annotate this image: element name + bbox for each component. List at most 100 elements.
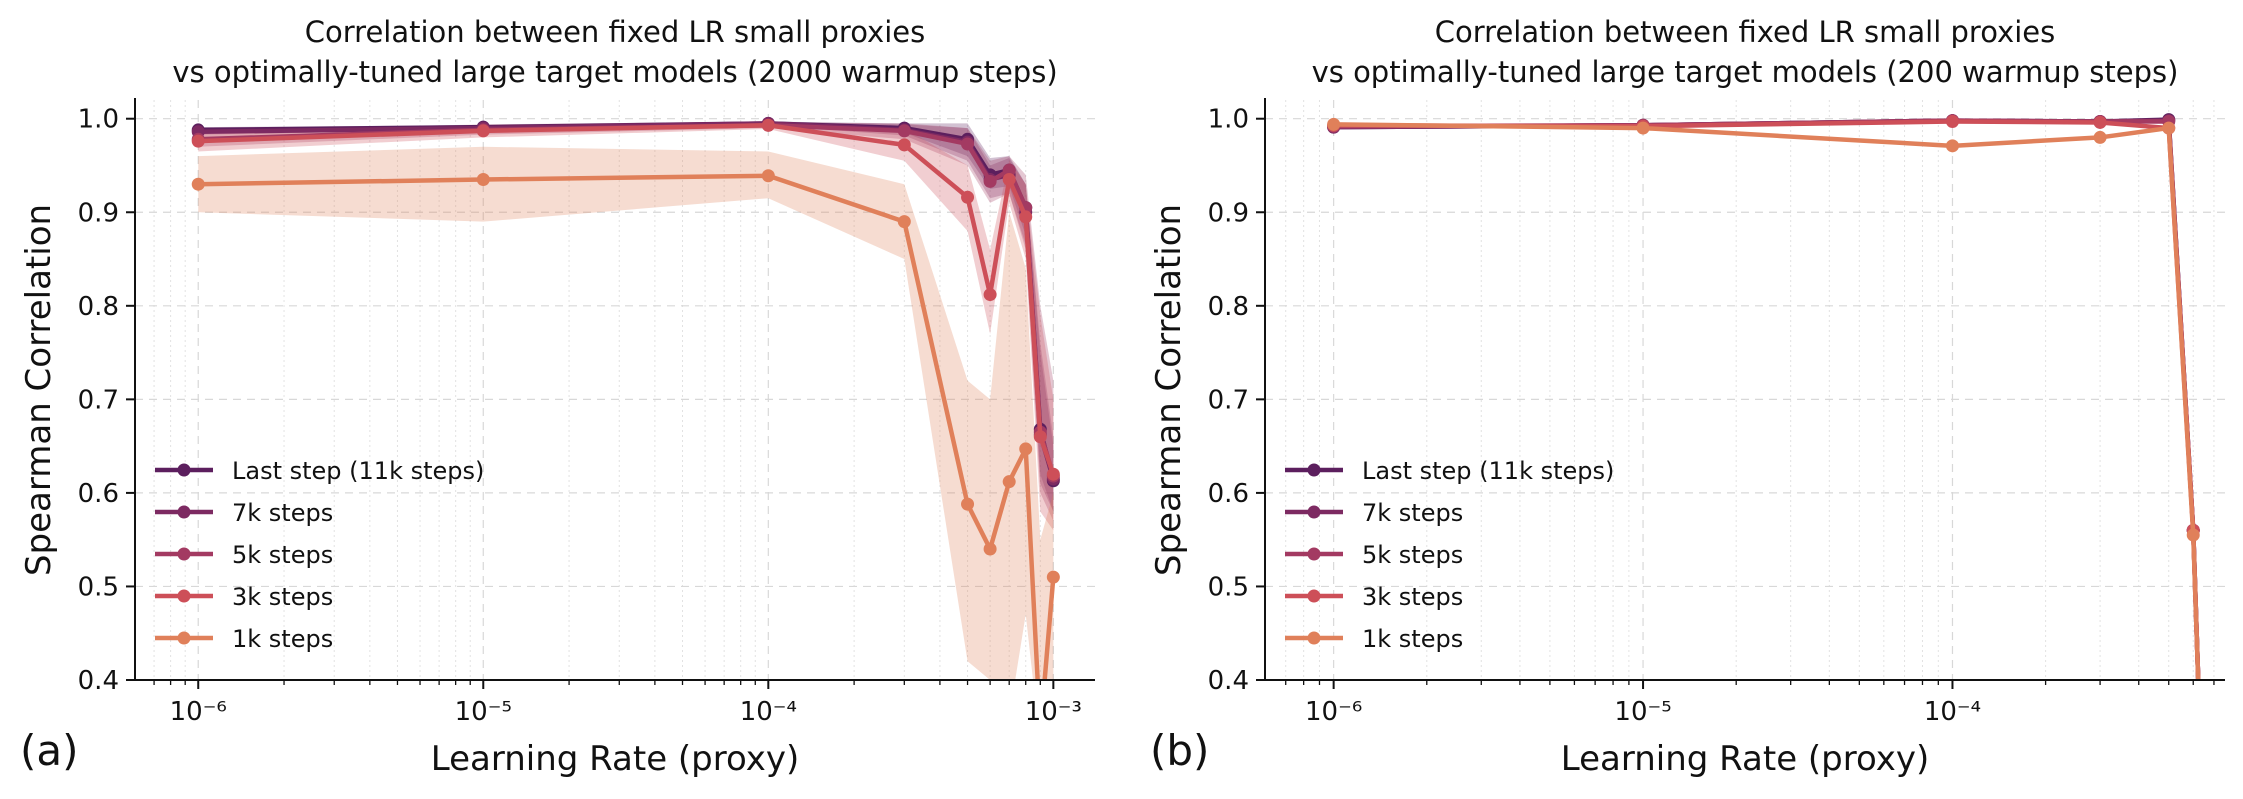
y-tick-label: 0.8 (78, 292, 119, 322)
legend-label: 7k steps (1362, 499, 1463, 527)
x-tick-label: 10⁻⁵ (455, 697, 512, 727)
y-axis-label: Spearman Correlation (1149, 204, 1189, 576)
panel-label: (b) (1150, 726, 1209, 775)
x-tick-label: 10⁻⁴ (740, 697, 797, 727)
y-tick-label: 0.7 (78, 385, 119, 415)
data-point (961, 497, 975, 511)
legend-label: Last step (11k steps) (1362, 457, 1614, 485)
data-point (1002, 475, 1016, 489)
legend-swatch-marker (177, 547, 191, 561)
legend-label: 7k steps (232, 499, 333, 527)
data-point (983, 288, 997, 302)
series-lines (191, 116, 1060, 680)
data-point (1019, 210, 1033, 224)
legend-label: 3k steps (1362, 583, 1463, 611)
data-point (2186, 528, 2200, 542)
y-tick-label: 0.8 (1208, 292, 1249, 322)
data-point (2093, 130, 2107, 144)
legend-swatch-marker (177, 463, 191, 477)
legend-swatch-marker (177, 631, 191, 645)
chart-title-line2: vs optimally-tuned large target models (… (172, 55, 1057, 89)
data-point (1002, 163, 1016, 177)
data-point (2162, 121, 2176, 135)
series-line (1333, 122, 2201, 680)
confidence-band (198, 146, 1054, 680)
series-3 (191, 118, 1060, 481)
data-point (1002, 173, 1016, 187)
data-point (983, 174, 997, 188)
data-point (761, 118, 775, 132)
y-tick-label: 0.6 (78, 479, 119, 509)
series-line (198, 173, 1056, 680)
legend-label: Last step (11k steps) (232, 457, 484, 485)
data-point (1945, 115, 1959, 129)
data-point (897, 124, 911, 138)
x-axis-label: Learning Rate (proxy) (431, 739, 800, 779)
data-point (2193, 720, 2206, 733)
data-point (2193, 720, 2206, 733)
data-point (1019, 442, 1033, 456)
y-tick-label: 0.6 (1208, 479, 1249, 509)
y-tick-label: 0.9 (78, 198, 119, 228)
x-tick-label: 10⁻⁴ (1924, 697, 1981, 727)
data-point (1636, 121, 1650, 135)
chart-title-line2: vs optimally-tuned large target models (… (1312, 55, 2179, 89)
series-line (198, 123, 1056, 475)
series-lines (1327, 113, 2206, 733)
series-line (1333, 118, 2201, 680)
panel-label: (a) (20, 726, 79, 775)
grid (135, 100, 1095, 681)
data-point (1945, 139, 1959, 153)
y-tick-label: 0.5 (78, 572, 119, 602)
x-tick-label: 10⁻³ (1025, 697, 1082, 727)
chart-panel-b: 10⁻⁶ 10⁻⁵ 10⁻⁴ 0.4 0.5 0.6 0.7 0.8 0.9 1.0 Learnin… (1149, 15, 2225, 779)
data-point (2193, 720, 2206, 733)
legend: Last step (11k steps) 7k steps 5k steps 3k … (155, 457, 484, 653)
legend-swatch-marker (1307, 547, 1321, 561)
data-point (191, 134, 205, 148)
confidence-bands (198, 121, 1054, 680)
chart-panel-a: 10⁻⁶ 10⁻⁵ 10⁻⁴ 10⁻³ 0.4 0.5 0.6 0.7 0.8 0.9 1.0 Lea… (19, 15, 1095, 779)
legend-label: 3k steps (232, 583, 333, 611)
series-line (1333, 118, 2201, 680)
data-point (1327, 117, 1341, 131)
x-tick-label: 10⁻⁵ (1614, 697, 1671, 727)
legend: Last step (11k steps) 7k steps 5k steps 3k … (1285, 457, 1614, 653)
y-tick-label: 0.7 (1208, 385, 1249, 415)
data-point (2093, 115, 2107, 129)
confidence-band (198, 122, 1054, 521)
series-4 (1327, 117, 2206, 733)
legend-label: 1k steps (232, 625, 333, 653)
chart-title-line1: Correlation between fixed LR small proxi… (1435, 15, 2055, 49)
y-axis-label: Spearman Correlation (19, 204, 59, 576)
y-tick-label: 0.9 (1208, 198, 1249, 228)
legend-swatch-marker (1307, 463, 1321, 477)
data-point (1046, 570, 1060, 584)
legend-swatch-marker (1307, 631, 1321, 645)
data-point (1033, 430, 1047, 444)
series-4 (191, 169, 1060, 680)
data-point (983, 542, 997, 556)
y-tick-label: 1.0 (1208, 105, 1249, 135)
series-line (1333, 117, 2201, 680)
y-tick-label: 1.0 (78, 105, 119, 135)
data-point (476, 124, 490, 138)
legend-label: 1k steps (1362, 625, 1463, 653)
x-tick-label: 10⁻⁶ (1305, 697, 1362, 727)
legend-label: 5k steps (232, 541, 333, 569)
y-tick-label: 0.4 (1208, 666, 1249, 696)
legend-swatch-marker (177, 589, 191, 603)
data-point (761, 169, 775, 183)
legend-swatch-marker (1307, 589, 1321, 603)
data-point (897, 138, 911, 152)
chart-title-line1: Correlation between fixed LR small proxi… (305, 15, 925, 49)
legend-swatch-marker (1307, 505, 1321, 519)
confidence-band (198, 121, 1054, 512)
data-point (961, 190, 975, 204)
y-tick-label: 0.4 (78, 666, 119, 696)
data-point (961, 137, 975, 151)
x-tick-label: 10⁻⁶ (170, 697, 227, 727)
data-point (897, 215, 911, 229)
data-point (2193, 720, 2206, 733)
